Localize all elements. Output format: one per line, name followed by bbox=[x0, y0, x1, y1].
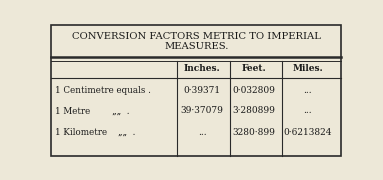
Text: ...: ... bbox=[303, 107, 312, 116]
Text: 3·280899: 3·280899 bbox=[233, 107, 276, 116]
Text: 1 Metre        „„  .: 1 Metre „„ . bbox=[55, 107, 130, 116]
Text: Feet.: Feet. bbox=[242, 64, 267, 73]
Text: 0·6213824: 0·6213824 bbox=[283, 128, 332, 137]
Text: Miles.: Miles. bbox=[292, 64, 323, 73]
Text: Inches.: Inches. bbox=[184, 64, 221, 73]
Text: 3280·899: 3280·899 bbox=[233, 128, 276, 137]
Text: 1 Kilometre    „„  .: 1 Kilometre „„ . bbox=[55, 128, 136, 137]
Text: CONVERSION FACTORS METRIC TO IMPERIAL: CONVERSION FACTORS METRIC TO IMPERIAL bbox=[72, 32, 321, 41]
Text: MEASURES.: MEASURES. bbox=[164, 42, 229, 51]
Text: 0·39371: 0·39371 bbox=[184, 86, 221, 95]
Text: 39·37079: 39·37079 bbox=[181, 107, 224, 116]
Text: ...: ... bbox=[303, 86, 312, 95]
Text: 0·032809: 0·032809 bbox=[233, 86, 276, 95]
Text: ...: ... bbox=[198, 128, 206, 137]
Text: 1 Centimetre equals .: 1 Centimetre equals . bbox=[55, 86, 151, 95]
